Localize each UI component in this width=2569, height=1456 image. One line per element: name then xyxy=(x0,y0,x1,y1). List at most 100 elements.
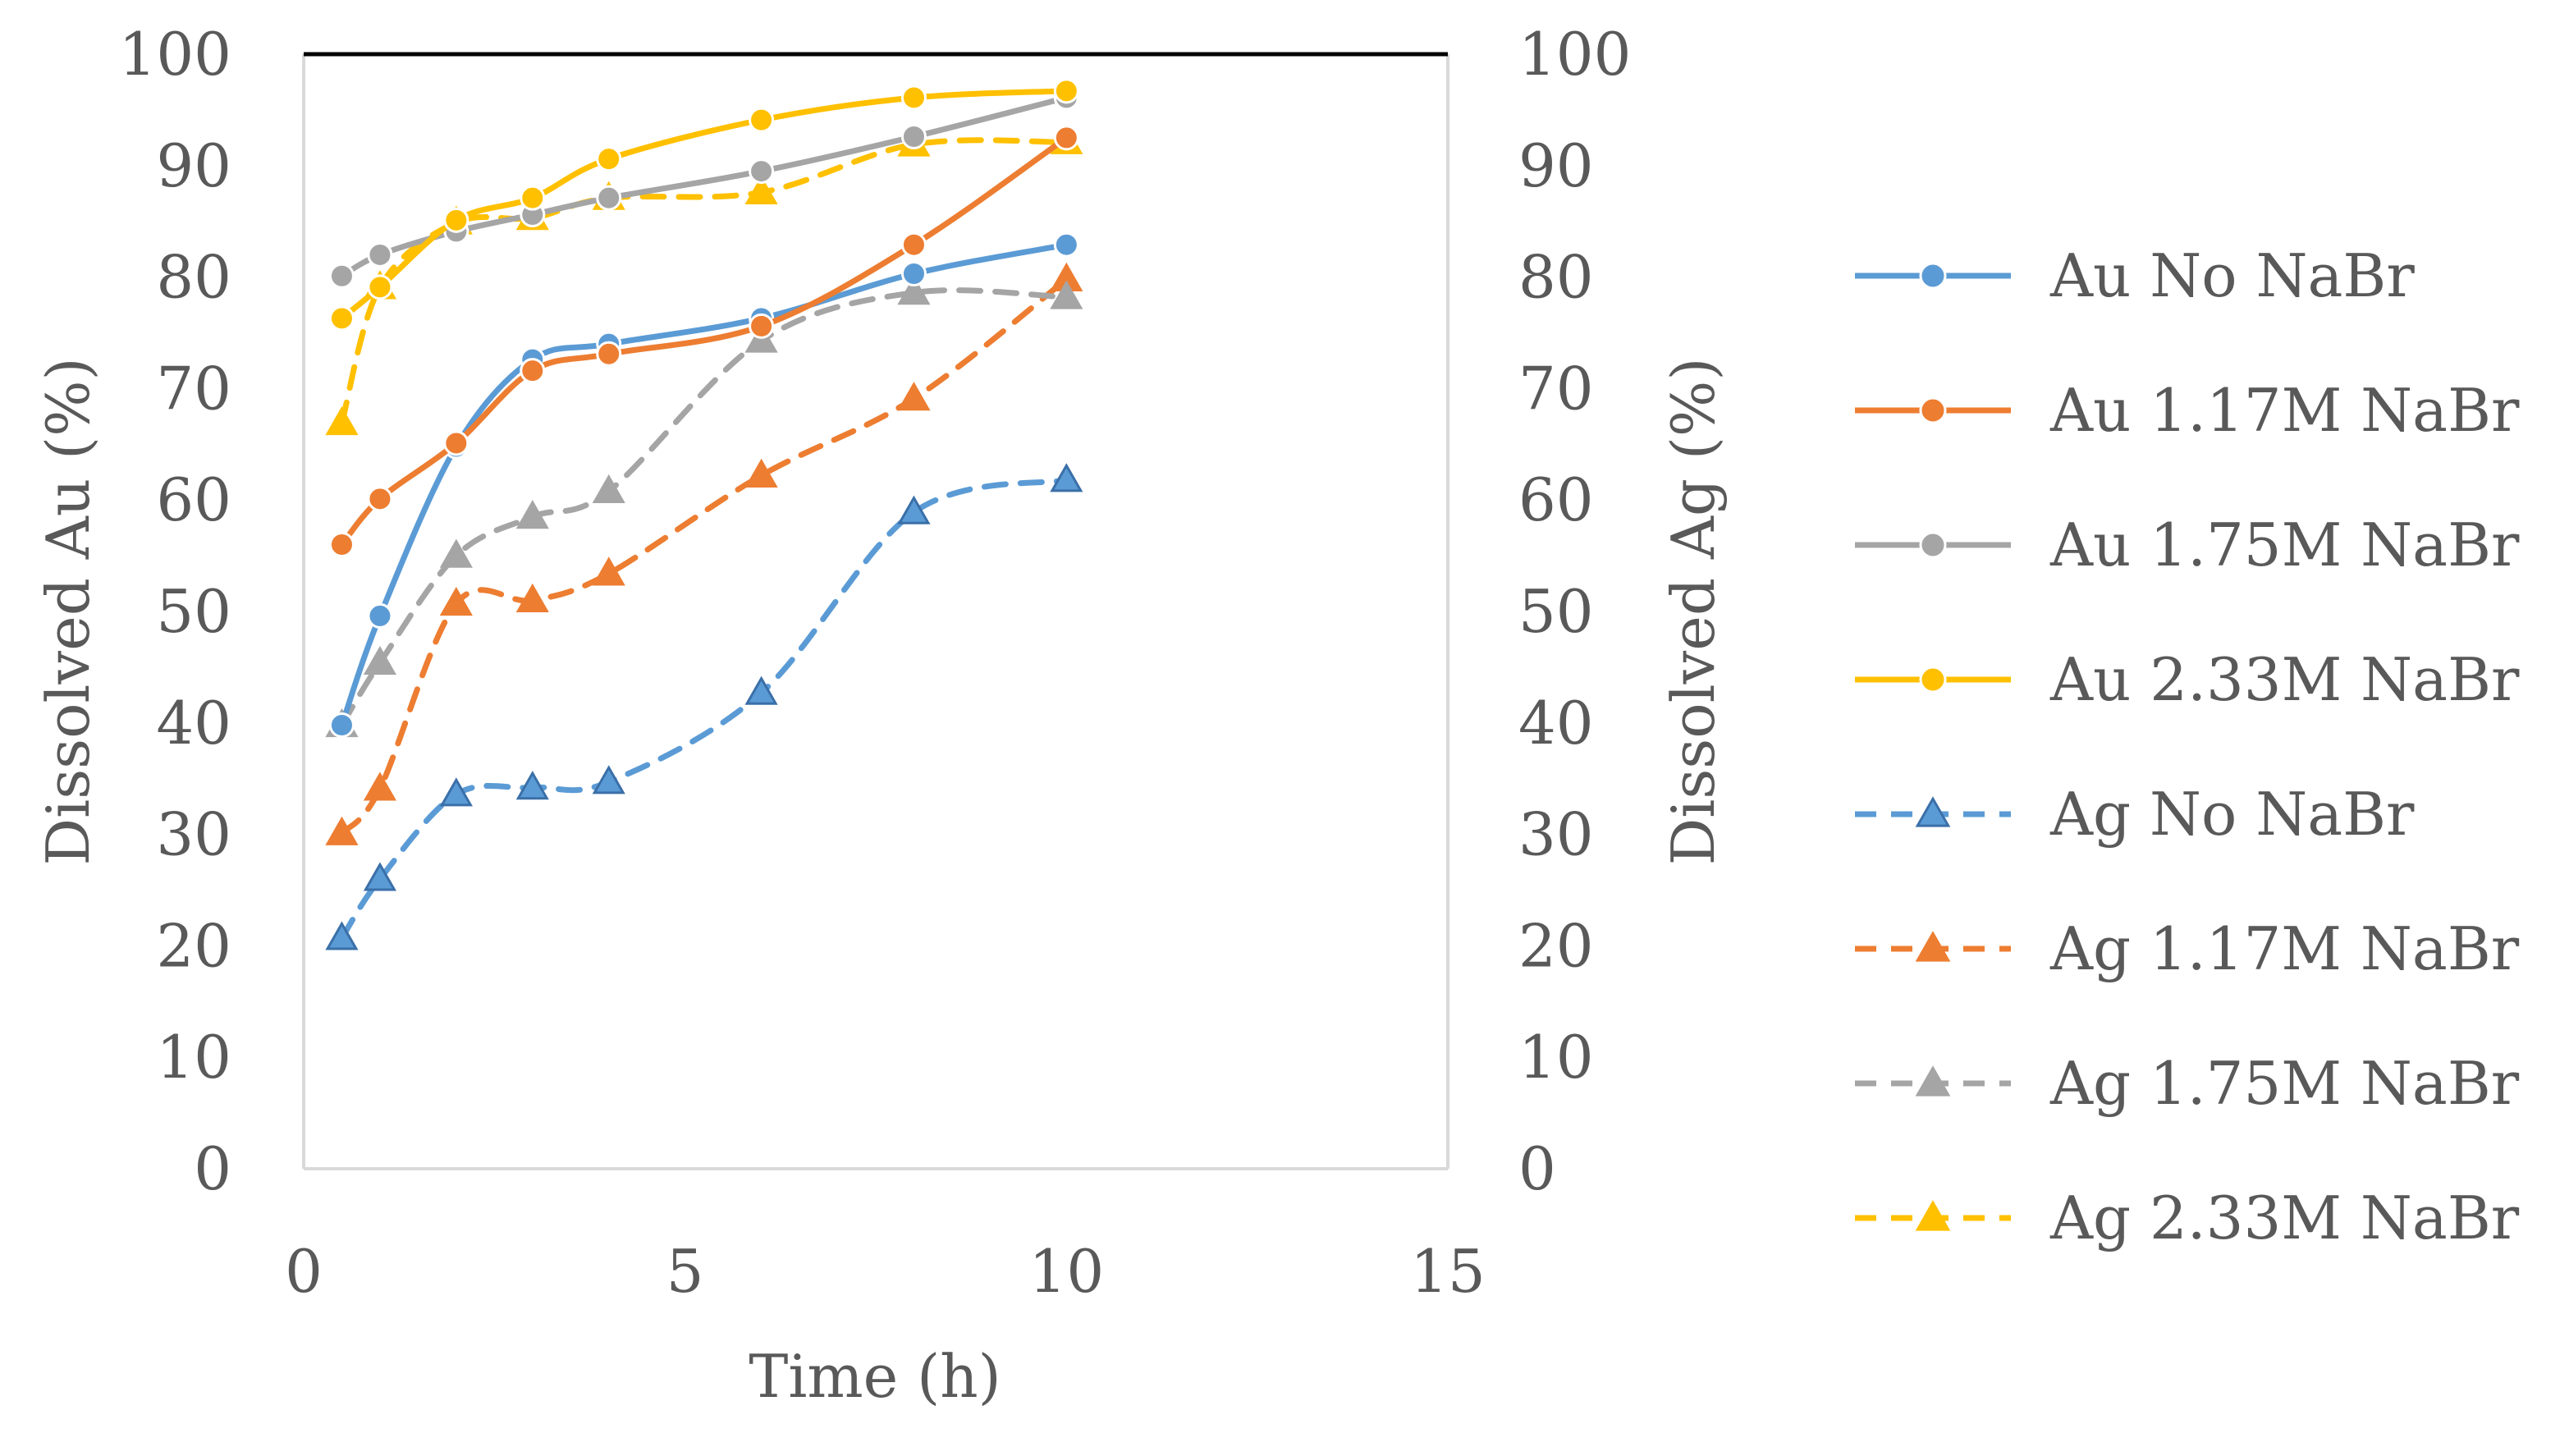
y-left-tick-label: 10 xyxy=(156,1023,231,1092)
legend: Au No NaBr Au 1.17M NaBr Au 1.75M NaBr Au 2… xyxy=(1855,241,2520,1252)
y-right-tick-label: 80 xyxy=(1518,243,1594,312)
data-point xyxy=(325,405,359,436)
legend-entry: Ag No NaBr xyxy=(1855,780,2415,849)
legend-label: Au 1.17M NaBr xyxy=(2049,376,2520,445)
data-point xyxy=(749,313,775,339)
data-point xyxy=(897,276,931,305)
data-point xyxy=(596,341,622,367)
y-right-tick-label: 10 xyxy=(1518,1023,1594,1092)
data-point xyxy=(592,556,625,586)
legend-entry: Au 1.17M NaBr xyxy=(1855,376,2520,445)
legend-marker xyxy=(1915,931,1951,962)
x-tick-label: 10 xyxy=(1029,1237,1105,1306)
legend-marker xyxy=(1915,1065,1951,1097)
y-left-tick-label: 60 xyxy=(156,465,231,534)
legend-entry: Ag 1.75M NaBr xyxy=(1855,1049,2520,1118)
y-left-tick-label: 40 xyxy=(156,689,231,758)
data-point xyxy=(520,185,546,211)
legend-label: Au 2.33M NaBr xyxy=(2049,645,2520,714)
data-point xyxy=(744,458,778,488)
legend-entry: Ag 1.17M NaBr xyxy=(1855,914,2520,983)
legend-marker xyxy=(1919,262,1947,290)
legend-label: Ag 1.17M NaBr xyxy=(2049,914,2520,983)
x-tick-labels: 0 5 10 15 xyxy=(285,1237,1486,1306)
data-point xyxy=(900,261,927,287)
series-ag-1-17m-nabr xyxy=(325,262,1083,845)
plot-frame xyxy=(302,52,1449,1170)
legend-entry: Au No NaBr xyxy=(1855,241,2415,310)
y-right-tick-label: 0 xyxy=(1518,1134,1556,1203)
y-right-tick-label: 50 xyxy=(1518,577,1594,646)
data-point xyxy=(515,583,549,613)
x-axis-title: Time (h) xyxy=(749,1342,1001,1411)
y-right-tick-labels: 0 10 20 30 40 50 60 70 80 90 100 xyxy=(1518,20,1631,1203)
data-point xyxy=(443,430,469,456)
y-left-tick-label: 0 xyxy=(194,1134,231,1203)
y-right-tick-label: 90 xyxy=(1518,131,1594,200)
data-point xyxy=(515,771,549,800)
data-point xyxy=(1050,463,1083,492)
data-point xyxy=(515,500,549,529)
y-right-tick-label: 30 xyxy=(1518,800,1594,869)
data-point xyxy=(328,532,355,558)
data-point xyxy=(367,274,393,300)
y-left-tick-label: 100 xyxy=(119,20,231,89)
y-left-axis-title: Dissolved Au (%) xyxy=(34,357,103,865)
y-left-tick-label: 80 xyxy=(156,243,231,312)
y-right-axis-title: Dissolved Ag (%) xyxy=(1659,358,1728,866)
data-point xyxy=(325,816,359,845)
x-tick-label: 0 xyxy=(285,1237,323,1306)
y-right-tick-label: 20 xyxy=(1518,911,1594,980)
data-point xyxy=(900,231,927,258)
legend-label: Ag 2.33M NaBr xyxy=(2049,1184,2520,1252)
legend-entry: Au 1.75M NaBr xyxy=(1855,511,2520,579)
legend-marker xyxy=(1919,396,1947,424)
y-right-tick-label: 100 xyxy=(1518,20,1631,89)
legend-marker xyxy=(1915,1200,1951,1231)
data-point xyxy=(328,305,355,332)
data-point xyxy=(439,777,473,807)
x-tick-label: 5 xyxy=(666,1237,704,1306)
data-point xyxy=(367,241,393,268)
legend-label: Au No NaBr xyxy=(2049,241,2415,310)
data-point xyxy=(749,107,775,133)
y-left-tick-label: 30 xyxy=(156,800,231,869)
y-left-tick-label: 20 xyxy=(156,911,231,980)
data-point xyxy=(1053,231,1079,258)
data-point xyxy=(744,675,778,705)
y-right-tick-label: 70 xyxy=(1518,354,1594,423)
series-ag-1-75m-nabr xyxy=(325,276,1083,738)
data-point xyxy=(328,712,355,739)
data-point xyxy=(367,602,393,629)
data-point xyxy=(1050,280,1083,309)
data-point xyxy=(897,382,931,411)
y-left-tick-label: 70 xyxy=(156,354,231,423)
data-point xyxy=(443,207,469,233)
series-ag-no-nabr xyxy=(325,463,1083,950)
data-point xyxy=(596,146,622,172)
series-au-1-17m-nabr xyxy=(328,125,1079,558)
data-point xyxy=(439,538,473,568)
legend-marker xyxy=(1919,666,1947,694)
data-point xyxy=(592,765,625,794)
y-left-tick-label: 90 xyxy=(156,131,231,200)
data-point xyxy=(328,263,355,289)
legend-label: Ag 1.75M NaBr xyxy=(2049,1049,2520,1118)
data-point xyxy=(325,921,359,950)
data-point xyxy=(900,85,927,111)
y-left-tick-label: 50 xyxy=(156,577,231,646)
y-left-tick-labels: 0 10 20 30 40 50 60 70 80 90 100 xyxy=(119,20,231,1203)
data-point xyxy=(900,123,927,149)
data-point xyxy=(367,486,393,512)
legend-marker xyxy=(1915,796,1951,827)
data-point xyxy=(363,645,397,675)
legend-marker xyxy=(1919,531,1947,559)
data-point xyxy=(1053,78,1079,104)
data-point xyxy=(1053,125,1079,151)
data-point xyxy=(592,474,625,503)
data-point xyxy=(520,358,546,384)
x-tick-label: 15 xyxy=(1410,1237,1486,1306)
data-point xyxy=(749,158,775,185)
legend-entry: Au 2.33M NaBr xyxy=(1855,645,2520,714)
